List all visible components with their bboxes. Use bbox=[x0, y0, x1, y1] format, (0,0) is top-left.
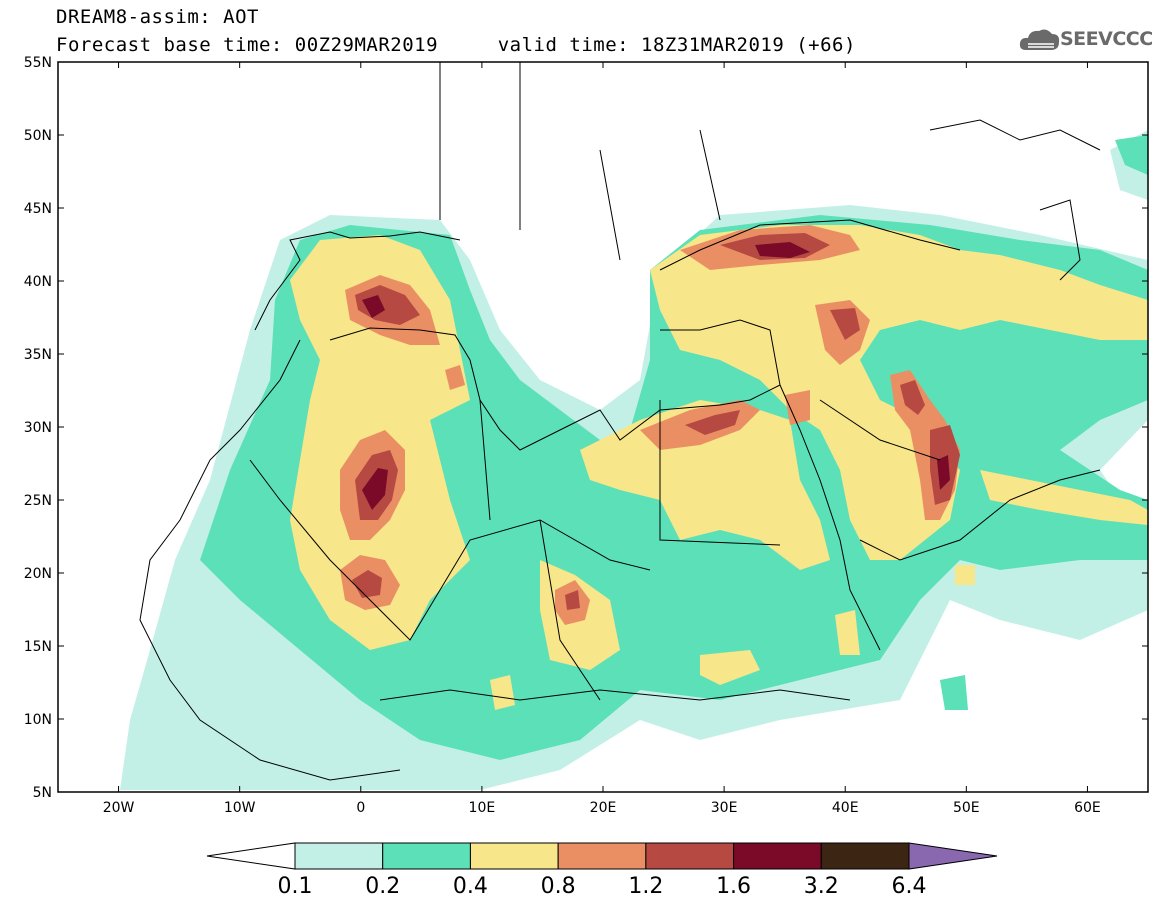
lat-tick-label: 20N bbox=[24, 566, 52, 582]
lat-tick-label: 30N bbox=[24, 420, 52, 436]
colorbar-swatch bbox=[557, 842, 647, 870]
lon-tick-label: 60E bbox=[1074, 800, 1101, 816]
colorbar-swatch bbox=[382, 842, 471, 870]
colorbar-label: 0.4 bbox=[453, 874, 488, 899]
lat-tick-label: 35N bbox=[24, 347, 52, 363]
colorbar-label: 1.6 bbox=[716, 874, 751, 899]
lon-tick-label: 10W bbox=[224, 800, 256, 816]
colorbar-underflow-triangle bbox=[206, 842, 296, 870]
lat-tick-label: 45N bbox=[24, 201, 52, 217]
lat-tick-label: 10N bbox=[24, 712, 52, 728]
colorbar-overflow-triangle bbox=[908, 842, 998, 870]
colorbar-label: 3.2 bbox=[804, 874, 839, 899]
lon-tick-label: 40E bbox=[832, 800, 859, 816]
lon-tick-label: 20E bbox=[590, 800, 617, 816]
lat-tick-label: 55N bbox=[24, 55, 52, 71]
colorbar-label: 0.8 bbox=[541, 874, 576, 899]
colorbar-label: 0.1 bbox=[278, 874, 313, 899]
forecast-time-line: Forecast base time: 00Z29MAR2019 valid t… bbox=[56, 34, 856, 56]
lat-tick-label: 25N bbox=[24, 493, 52, 509]
colorbar-swatch bbox=[645, 842, 735, 870]
lon-tick-label: 0 bbox=[356, 800, 365, 816]
colorbar-swatch bbox=[820, 842, 910, 870]
lon-tick-label: 30E bbox=[711, 800, 738, 816]
map-title: DREAM8-assim: AOT bbox=[56, 6, 259, 28]
logo-text: SEEVCCC bbox=[1060, 28, 1153, 50]
lat-tick-label: 5N bbox=[33, 785, 52, 801]
colorbar-label: 0.2 bbox=[365, 874, 400, 899]
lon-tick-label: 50E bbox=[953, 800, 980, 816]
lon-tick-label: 20W bbox=[103, 800, 135, 816]
longitude-axis: 20W 10W 0 10E 20E 30E 40E 50E 60E bbox=[103, 62, 1101, 816]
colorbar-label: 6.4 bbox=[892, 874, 927, 899]
colorbar-swatch bbox=[469, 842, 559, 870]
lat-tick-label: 15N bbox=[24, 639, 52, 655]
colorbar-swatch bbox=[294, 842, 384, 870]
lat-tick-label: 50N bbox=[24, 128, 52, 144]
lon-tick-label: 10E bbox=[469, 800, 496, 816]
colorbar-label: 1.2 bbox=[628, 874, 663, 899]
latitude-axis: 55N 50N 45N 40N 35N 30N 25N 20N 15N 10N 5N bbox=[24, 55, 1148, 801]
lat-tick-label: 40N bbox=[24, 274, 52, 290]
aot-field bbox=[120, 62, 1148, 790]
cloud-logo-icon bbox=[1019, 29, 1060, 50]
colorbar-swatch bbox=[733, 842, 822, 870]
